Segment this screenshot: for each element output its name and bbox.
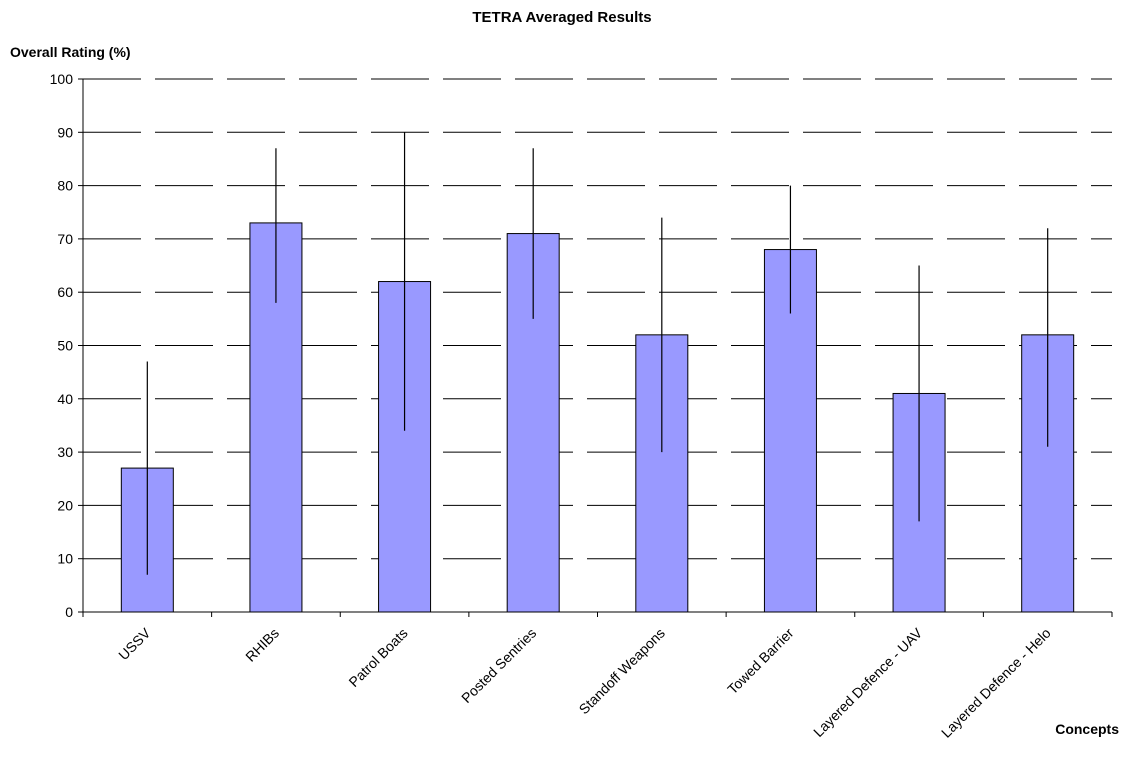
y-tick-label: 50 — [57, 338, 73, 354]
x-category-label: RHIBs — [242, 625, 282, 665]
axes — [78, 78, 1113, 617]
x-category-label: Layered Defence - Helo — [938, 625, 1054, 741]
error-bars — [146, 132, 1049, 575]
y-tick-label: 10 — [57, 551, 73, 567]
chart-title: TETRA Averaged Results — [472, 9, 651, 26]
bars — [120, 222, 1075, 613]
y-tick-label: 0 — [65, 604, 73, 620]
y-tick-label: 40 — [57, 391, 73, 407]
x-category-label: USSV — [115, 624, 154, 663]
y-tick-label: 70 — [57, 231, 73, 247]
x-category-label: Standoff Weapons — [576, 625, 668, 717]
x-category-label: Posted Sentries — [458, 625, 539, 706]
x-category-labels: USSV RHIBs Patrol Boats Posted Sentries Stan… — [115, 624, 1054, 740]
x-category-label: Patrol Boats — [345, 625, 410, 690]
y-tick-label: 80 — [57, 178, 73, 194]
y-tick-label: 100 — [50, 71, 74, 87]
y-axis-title: Overall Rating (%) — [10, 44, 131, 60]
x-category-label: Layered Defence - UAV — [810, 624, 926, 740]
gridlines — [83, 78, 1112, 560]
y-tick-label: 90 — [57, 124, 73, 140]
y-tick-label: 60 — [57, 284, 73, 300]
y-tick-labels: 0 10 20 30 40 50 60 70 80 90 100 — [50, 71, 74, 620]
x-axis-title: Concepts — [1055, 721, 1119, 737]
y-tick-label: 20 — [57, 497, 73, 513]
x-category-label: Towed Barrier — [724, 625, 797, 698]
y-tick-label: 30 — [57, 444, 73, 460]
